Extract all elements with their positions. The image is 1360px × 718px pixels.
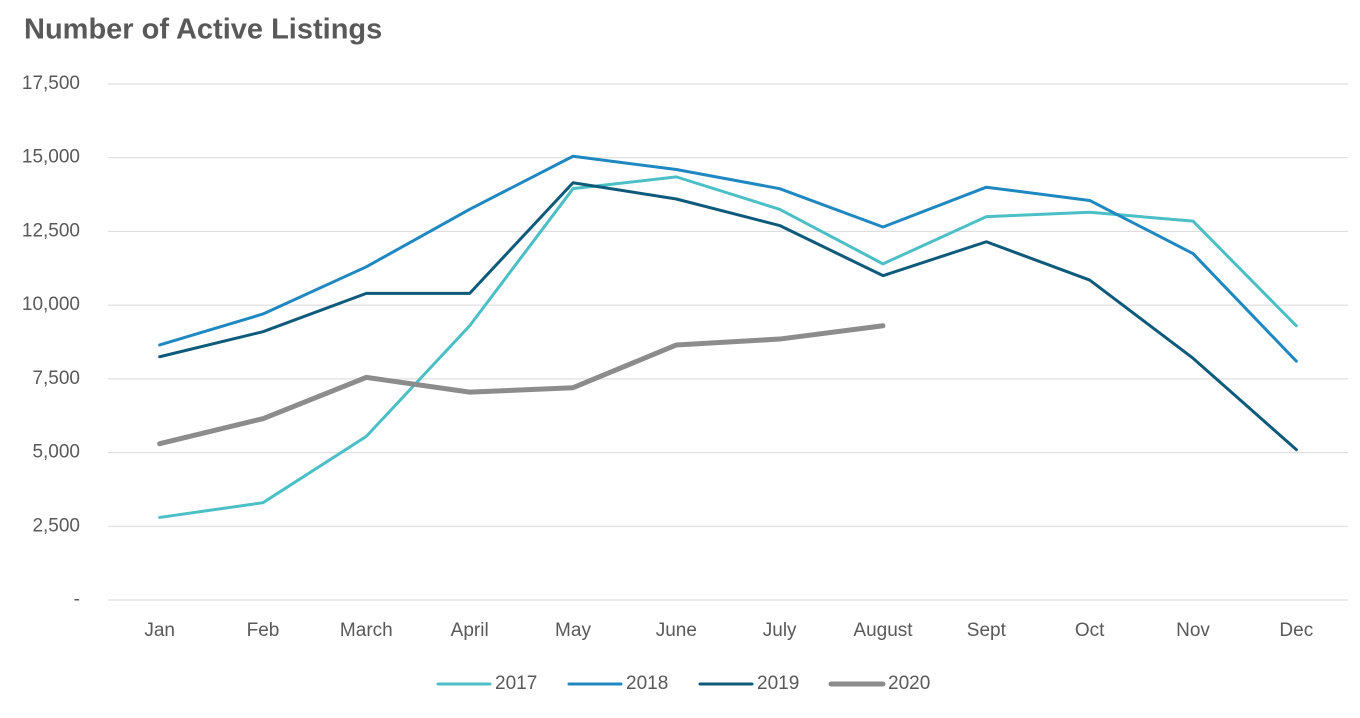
legend-label: 2019 <box>757 673 799 694</box>
x-tick-label: July <box>763 620 797 641</box>
x-tick-label: March <box>340 620 393 641</box>
x-tick-label: Nov <box>1176 620 1210 641</box>
y-tick-label: 10,000 <box>22 294 80 315</box>
legend-label: 2018 <box>626 673 668 694</box>
x-tick-label: Dec <box>1279 620 1313 641</box>
x-tick-label: April <box>451 620 489 641</box>
series-line <box>157 323 886 447</box>
y-tick-label: - <box>74 589 80 610</box>
x-tick-label: May <box>555 620 591 641</box>
series-line <box>158 181 1298 452</box>
x-tick-label: June <box>656 620 697 641</box>
legend-label: 2020 <box>888 673 930 694</box>
x-tick-label: Sept <box>967 620 1007 641</box>
series-line <box>158 175 1298 519</box>
chart-title: Number of Active Listings <box>24 14 382 46</box>
x-tick-label: Oct <box>1075 620 1105 641</box>
y-tick-label: 15,000 <box>22 147 80 168</box>
y-tick-label: 17,500 <box>22 73 80 94</box>
series-line <box>158 154 1298 363</box>
legend-label: 2017 <box>495 673 537 694</box>
y-tick-label: 7,500 <box>32 368 80 389</box>
y-tick-label: 2,500 <box>32 515 80 536</box>
x-tick-label: Jan <box>144 620 175 641</box>
y-tick-label: 12,500 <box>22 220 80 241</box>
y-tick-label: 5,000 <box>32 442 80 463</box>
x-tick-label: Feb <box>247 620 280 641</box>
x-tick-label: August <box>853 620 913 641</box>
